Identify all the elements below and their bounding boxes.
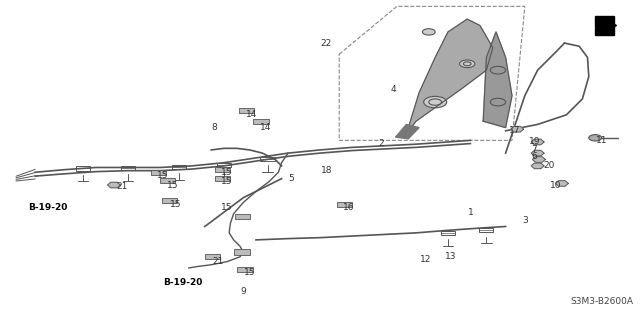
Bar [337,202,352,207]
Text: 15: 15 [170,200,182,209]
Bar [260,157,275,161]
Text: 19: 19 [529,137,540,146]
Text: 6: 6 [532,152,537,161]
Polygon shape [531,150,544,156]
Text: 16: 16 [343,203,355,212]
Text: 8: 8 [212,123,217,132]
Bar [479,228,493,233]
Bar [162,198,177,203]
Polygon shape [531,163,544,169]
Text: 1: 1 [468,208,473,217]
Polygon shape [532,157,545,162]
Text: 10: 10 [550,181,561,189]
Text: 15: 15 [157,171,169,180]
Text: 15: 15 [221,203,233,212]
Text: B-19-20: B-19-20 [163,278,202,287]
Polygon shape [396,124,419,139]
Text: 15: 15 [244,268,255,277]
Polygon shape [595,16,614,35]
Bar [121,166,135,170]
Text: FR.: FR. [575,20,596,31]
Text: 3: 3 [522,216,527,225]
Polygon shape [531,139,544,145]
Bar [205,254,220,259]
Text: 21: 21 [116,182,127,191]
Circle shape [424,96,447,108]
Text: 5: 5 [289,174,294,183]
Text: 12: 12 [420,256,431,264]
Text: 18: 18 [321,166,332,175]
Polygon shape [483,32,512,128]
Circle shape [422,29,435,35]
Text: 14: 14 [260,123,271,132]
Text: 14: 14 [246,110,257,119]
Bar [234,249,250,255]
Bar [217,163,231,167]
Text: 7: 7 [532,145,537,154]
Polygon shape [108,182,120,188]
Text: 13: 13 [445,252,457,261]
Circle shape [460,60,475,68]
Bar [235,214,250,219]
Text: 2: 2 [378,139,383,148]
Text: 17: 17 [509,126,521,135]
Circle shape [589,135,602,141]
Text: 21: 21 [212,257,223,266]
Bar [172,165,186,169]
Text: 9: 9 [241,287,246,296]
Text: S3M3-B2600A: S3M3-B2600A [571,297,634,306]
Text: 15: 15 [221,168,233,177]
Bar [441,231,455,235]
Bar [215,167,230,172]
Text: 20: 20 [543,161,555,170]
Text: 22: 22 [321,39,332,48]
Polygon shape [406,19,493,134]
Bar [76,166,90,171]
Text: 4: 4 [391,85,396,94]
Text: 11: 11 [596,136,607,145]
Bar [239,108,254,113]
Text: 15: 15 [167,181,179,189]
Text: 15: 15 [221,177,233,186]
Polygon shape [556,181,568,186]
Bar [253,119,269,124]
Bar [151,170,166,175]
Bar [160,178,175,183]
Polygon shape [511,126,524,132]
Bar [215,176,230,181]
Text: B-19-20: B-19-20 [28,203,68,212]
Bar [237,267,253,272]
